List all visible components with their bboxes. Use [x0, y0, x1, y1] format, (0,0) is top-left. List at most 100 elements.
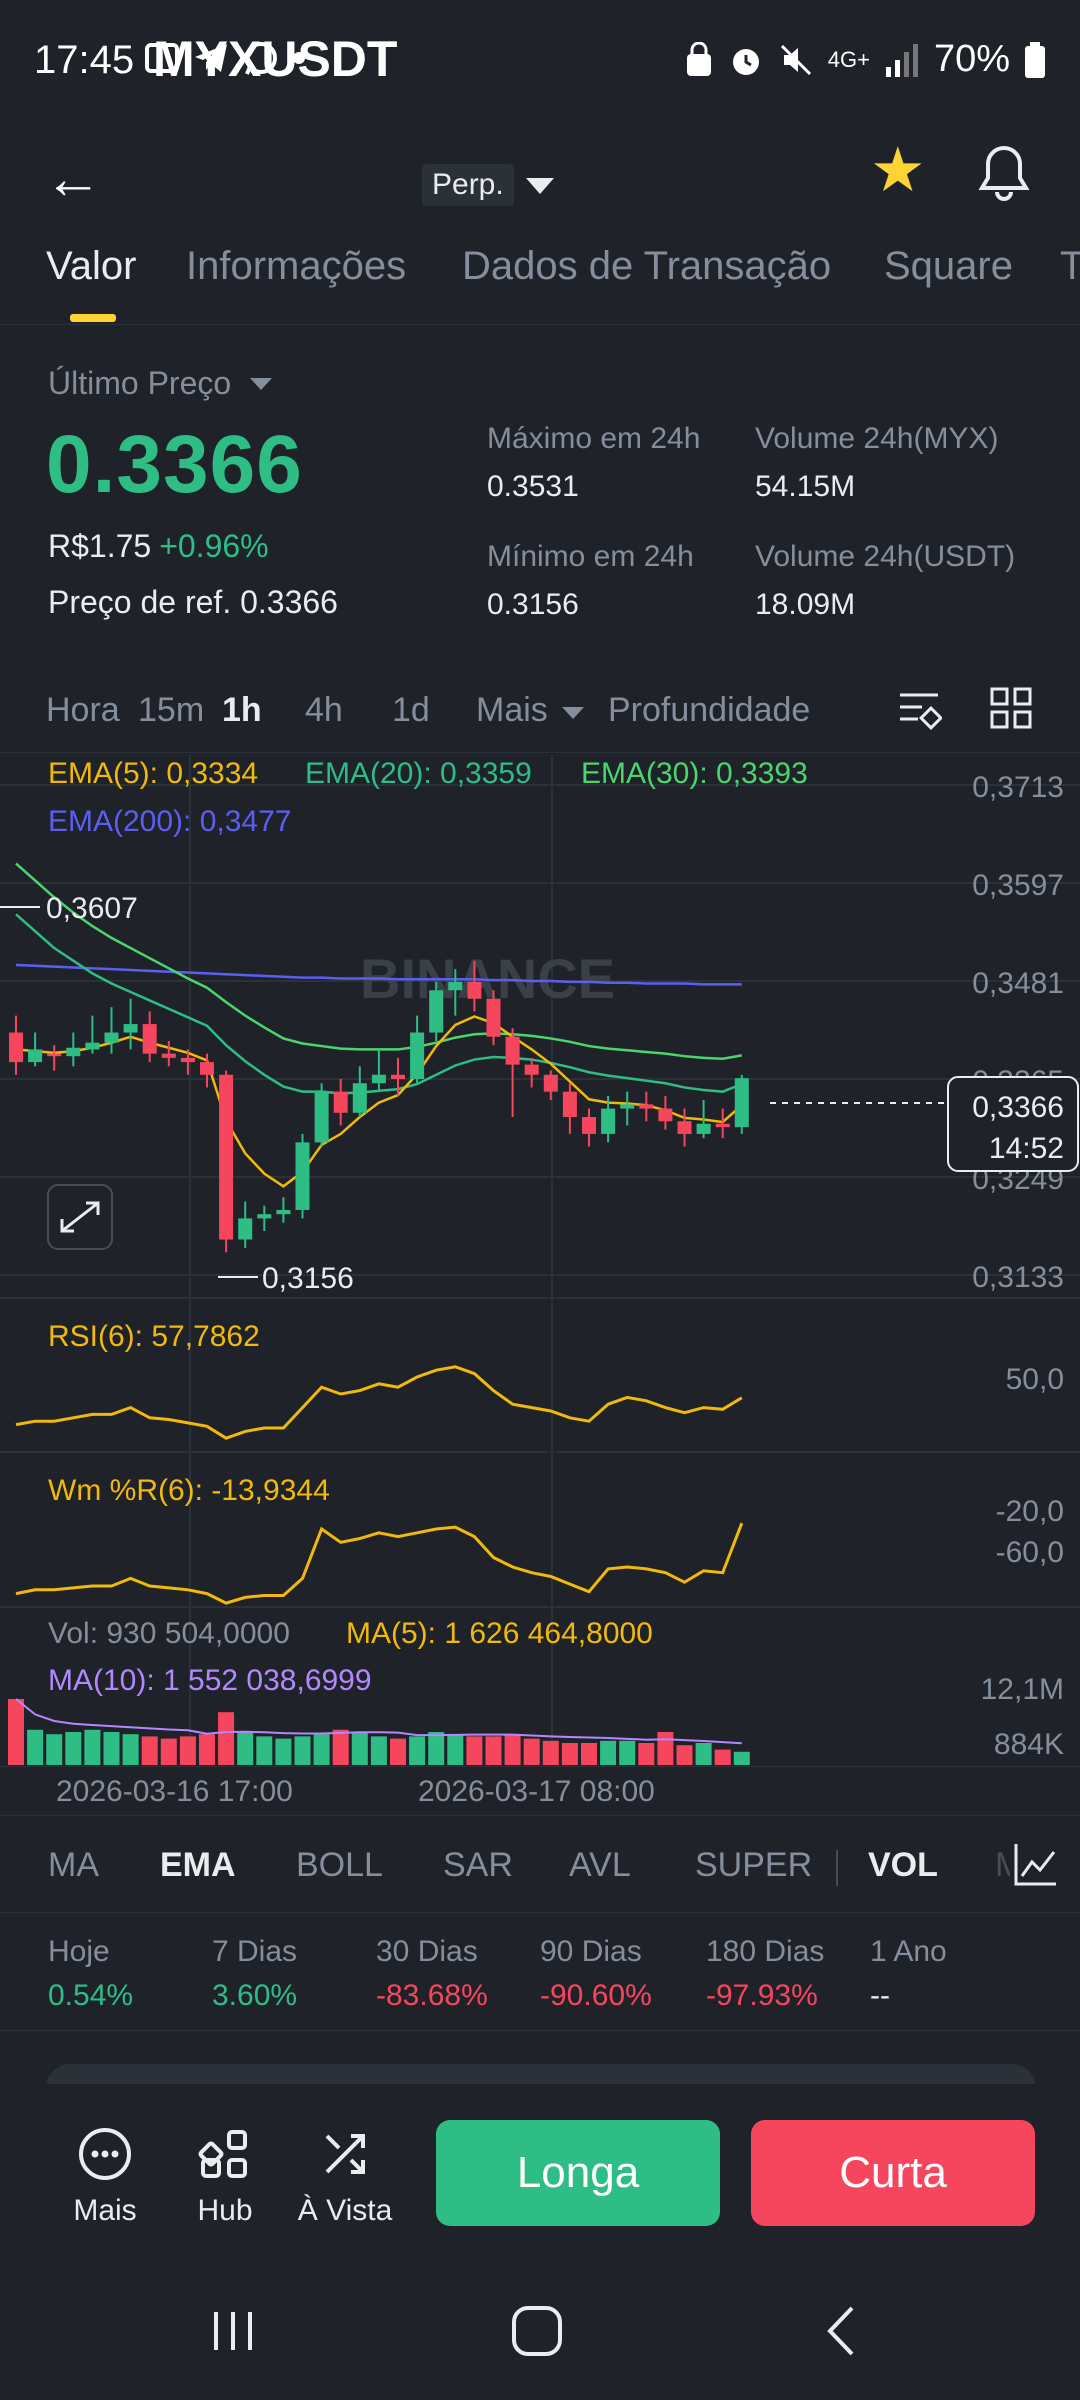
indicator-chart-icon[interactable] [1010, 1840, 1060, 1890]
candle-body [238, 1218, 253, 1240]
symbol-title[interactable]: MYXUSDT [153, 31, 398, 87]
tab-square[interactable]: Square [884, 244, 1013, 288]
volume-bar [485, 1736, 502, 1765]
wr-label: Wm %R(6): -13,9344 [48, 1474, 330, 1507]
performance-label: 180 Dias [706, 1935, 825, 1968]
candle-body [371, 1074, 386, 1084]
interval-more-caret-icon[interactable] [562, 707, 584, 719]
signal-icon [885, 43, 918, 77]
candle-body [85, 1042, 100, 1050]
volume-bar [256, 1736, 273, 1765]
volume-bar [695, 1743, 712, 1765]
performance-value: 0.54% [48, 1979, 134, 2012]
interval-1h[interactable]: 1h [222, 691, 262, 729]
candle-body [696, 1123, 711, 1134]
hub-action[interactable]: Hub [170, 2124, 280, 2228]
indicator-divider [836, 1850, 838, 1886]
battery-percent: 70% [933, 38, 1010, 80]
more-action-label: Mais [73, 2194, 137, 2227]
ema200-line [15, 963, 742, 986]
layout-grid-icon[interactable] [990, 687, 1032, 729]
indicator-sar[interactable]: SAR [443, 1846, 513, 1884]
back-nav-icon[interactable] [818, 2304, 868, 2358]
tab-dados-transacao[interactable]: Dados de Transação [462, 244, 832, 288]
last-price-dropdown-icon[interactable] [250, 378, 272, 390]
ema200-label: EMA(200): 0,3477 [48, 805, 291, 838]
volume-bar [542, 1740, 559, 1765]
tab-valor[interactable]: Valor [46, 244, 137, 288]
indicator-ema[interactable]: EMA [160, 1846, 236, 1884]
volume-bar [638, 1743, 655, 1765]
indicator-avl[interactable]: AVL [569, 1846, 631, 1884]
volume-bar [332, 1729, 349, 1765]
candle-body [734, 1078, 749, 1128]
price-tick-label: 0,3597 [972, 869, 1064, 902]
candle-body [276, 1209, 291, 1215]
short-button[interactable]: Curta [751, 2120, 1035, 2226]
spot-action[interactable]: À Vista [290, 2124, 400, 2228]
indicator-ma[interactable]: MA [48, 1846, 99, 1884]
tab-more[interactable]: T [1060, 244, 1080, 288]
volume-bar [103, 1732, 120, 1765]
candle-body [582, 1117, 596, 1134]
candle-body [601, 1108, 616, 1134]
low-24h-value: 0.3156 [487, 588, 579, 621]
long-button[interactable]: Longa [436, 2120, 720, 2226]
bell-icon[interactable] [976, 142, 1032, 202]
more-action[interactable]: Mais [50, 2124, 160, 2228]
symbol-dropdown-icon[interactable] [526, 178, 554, 194]
date-label-2: 2026-03-17 08:00 [418, 1775, 655, 1808]
more-notifications-icon [293, 52, 305, 64]
rsi-label: RSI(6): 57,7862 [48, 1320, 260, 1353]
candle-body [639, 1104, 654, 1109]
home-icon[interactable] [510, 2304, 564, 2358]
volume-bar [237, 1732, 254, 1765]
depth-tab[interactable]: Profundidade [608, 691, 811, 729]
volume-label: Vol: 930 504,0000 [48, 1617, 290, 1650]
indicator-vol[interactable]: VOL [868, 1846, 938, 1884]
tab-informacoes[interactable]: Informações [186, 244, 407, 288]
expand-chart-button[interactable] [47, 1184, 113, 1250]
volume-bar [600, 1740, 617, 1765]
volume-bar [447, 1734, 464, 1765]
interval-1d[interactable]: 1d [392, 691, 430, 729]
interval-15m[interactable]: 15m [138, 691, 205, 729]
network-label: 4G+ [827, 46, 870, 72]
candle-body [104, 1032, 119, 1043]
status-time: 17:45 [34, 38, 135, 82]
candle-body [352, 1083, 367, 1113]
favorite-star-icon[interactable]: ★ [870, 136, 926, 205]
high-24h-label: Máximo em 24h [487, 422, 701, 455]
indicator-super[interactable]: SUPER [695, 1846, 813, 1884]
ema5-label: EMA(5): 0,3334 [48, 757, 258, 790]
volume-bar [27, 1729, 44, 1765]
ema5-line [15, 1015, 743, 1188]
mute-icon [780, 44, 811, 75]
volume-bar [160, 1738, 177, 1765]
status-bar: 17:45 4G+ 70% [0, 0, 1080, 120]
interval-4h[interactable]: 4h [305, 691, 343, 729]
hub-action-label: Hub [197, 2194, 253, 2227]
volume-bar [714, 1749, 731, 1765]
volume-bar [84, 1729, 101, 1765]
active-tab-indicator [70, 314, 116, 322]
indicator-boll[interactable]: BOLL [296, 1846, 383, 1884]
last-price-label[interactable]: Último Preço [48, 365, 232, 401]
price-change: +0.96% [159, 528, 269, 564]
interval-more[interactable]: Mais [476, 691, 548, 729]
kline-chart[interactable]: BINANCE 0,37130,35970,34810,33650,32490,… [0, 755, 1080, 1777]
wr-line [15, 1522, 744, 1605]
interval-hora[interactable]: Hora [46, 691, 120, 729]
candle-body [391, 1074, 405, 1079]
recent-apps-icon[interactable] [208, 2306, 258, 2356]
rsi-line [15, 1365, 743, 1440]
candle-body [66, 1047, 81, 1057]
system-nav-bar [0, 2290, 1080, 2400]
volume-bar [179, 1736, 196, 1765]
chart-settings-icon[interactable] [896, 687, 942, 733]
last-price-tag [947, 1076, 1079, 1172]
high-marker-label: 0,3607 [46, 892, 138, 925]
back-arrow-icon[interactable]: ← [44, 146, 102, 211]
wr-tick-60: -60,0 [996, 1536, 1064, 1569]
vol-myx-label: Volume 24h(MYX) [755, 422, 999, 455]
